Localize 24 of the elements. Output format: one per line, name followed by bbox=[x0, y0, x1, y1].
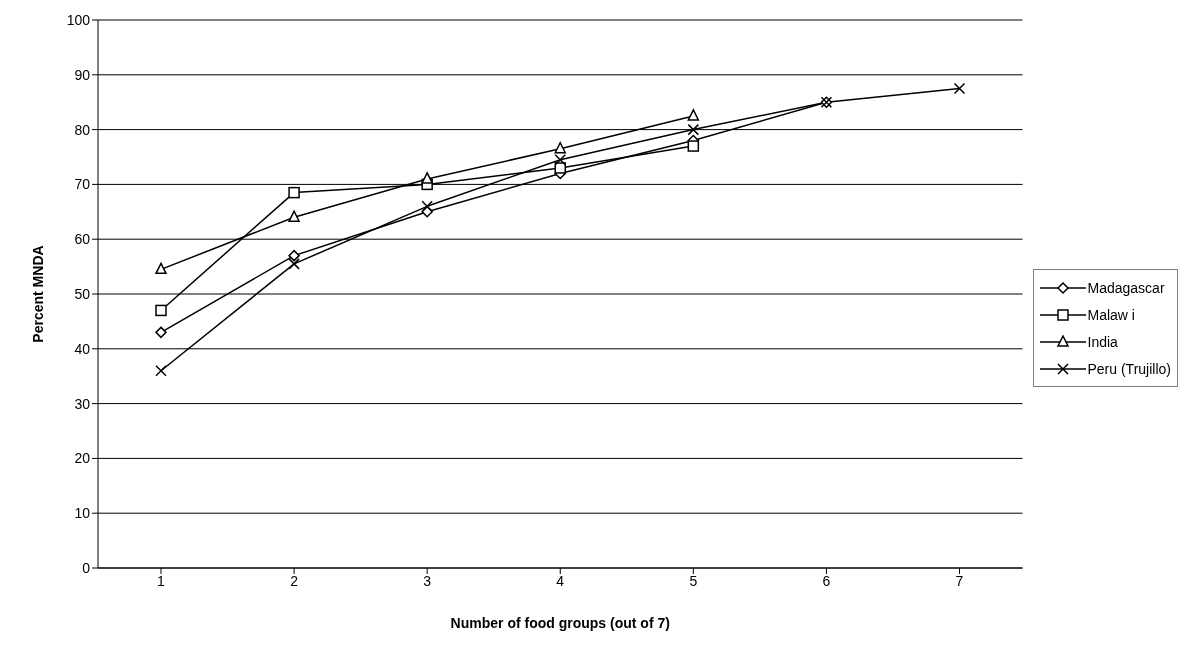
y-axis-title: Percent MNDA bbox=[29, 245, 46, 343]
x-tick-label: 5 bbox=[689, 572, 698, 589]
x-tick-label: 1 bbox=[157, 572, 166, 589]
y-tick-label: 50 bbox=[74, 285, 91, 302]
legend-label: Madagascar bbox=[1087, 279, 1165, 296]
x-tick-label: 4 bbox=[556, 572, 565, 589]
legend-label: Malaw i bbox=[1087, 306, 1135, 323]
x-tick-label: 7 bbox=[955, 572, 964, 589]
y-tick-label: 20 bbox=[74, 450, 91, 467]
y-tick-label: 30 bbox=[74, 395, 91, 412]
y-tick-label: 60 bbox=[74, 231, 91, 248]
legend-label: Peru (Trujillo) bbox=[1087, 360, 1171, 377]
x-tick-label: 6 bbox=[822, 572, 831, 589]
y-tick-label: 90 bbox=[74, 66, 91, 83]
y-tick-label: 100 bbox=[66, 11, 91, 28]
y-tick-label: 10 bbox=[74, 505, 91, 522]
x-tick-label: 3 bbox=[423, 572, 432, 589]
y-tick-label: 70 bbox=[74, 176, 91, 193]
y-tick-label: 80 bbox=[74, 121, 91, 138]
y-tick-label: 0 bbox=[82, 559, 91, 576]
x-axis-title: Number of food groups (out of 7) bbox=[450, 615, 670, 631]
y-tick-label: 40 bbox=[74, 340, 91, 357]
x-tick-label: 2 bbox=[290, 572, 299, 589]
legend-label: India bbox=[1087, 333, 1118, 350]
